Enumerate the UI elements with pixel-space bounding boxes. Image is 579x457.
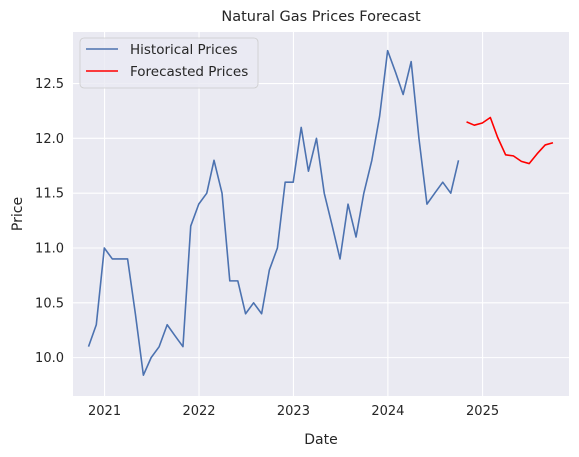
y-tick-label: 12.5 bbox=[35, 77, 64, 92]
legend-label-historical-prices: Historical Prices bbox=[130, 42, 238, 58]
x-tick-label: 2023 bbox=[277, 404, 310, 419]
grid bbox=[73, 32, 569, 396]
y-tick-label: 11.5 bbox=[35, 187, 64, 202]
y-axis-label: Price bbox=[10, 197, 26, 231]
x-tick-label: 2024 bbox=[371, 404, 404, 419]
y-tick-label: 11.0 bbox=[35, 241, 64, 256]
series-line-historical-prices bbox=[87, 49, 460, 376]
x-tick-label: 2022 bbox=[182, 404, 215, 419]
series-line-forecasted-prices bbox=[466, 116, 554, 165]
x-axis-label: Date bbox=[304, 432, 337, 448]
x-tick-label: 2025 bbox=[466, 404, 499, 419]
y-tick-label: 12.0 bbox=[35, 132, 64, 147]
legend-box bbox=[79, 37, 259, 89]
legend-label-forecasted-prices: Forecasted Prices bbox=[130, 64, 248, 80]
y-tick-label: 10.5 bbox=[35, 296, 64, 311]
y-tick-labels: 10.0 10.5 11.0 11.5 12.0 12.5 bbox=[35, 77, 64, 366]
plot-background bbox=[73, 32, 569, 396]
y-tick-label: 10.0 bbox=[35, 351, 64, 366]
legend: Historical Prices Forecasted Prices bbox=[79, 37, 259, 89]
x-tick-label: 2021 bbox=[88, 404, 121, 419]
chart-title: Natural Gas Prices Forecast bbox=[221, 9, 421, 25]
series-layer bbox=[87, 49, 554, 376]
x-tick-labels: 2021 2022 2023 2024 2025 bbox=[88, 404, 499, 419]
